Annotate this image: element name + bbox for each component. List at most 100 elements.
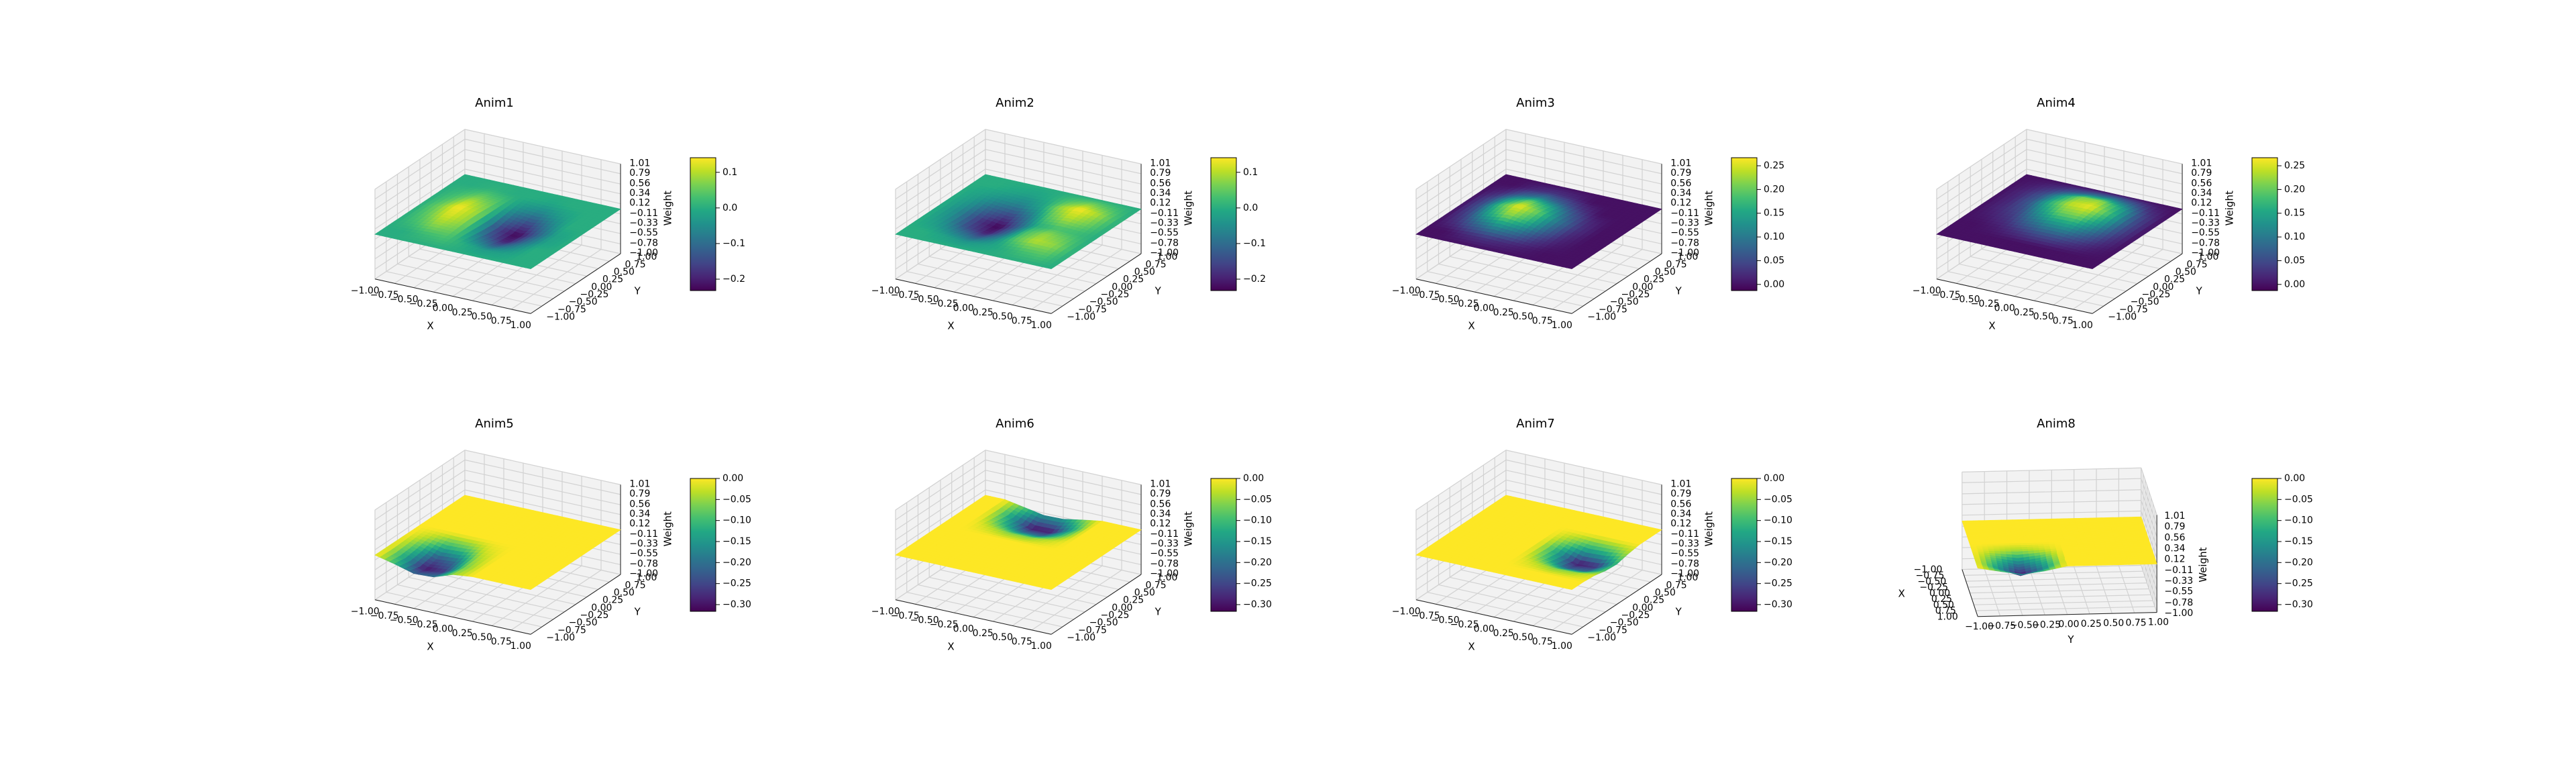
x-tick-label: 1.00 bbox=[1031, 320, 1052, 331]
x-axis-label: X bbox=[1468, 319, 1474, 332]
colorbar-tick-label: 0.1 bbox=[722, 167, 737, 178]
x-tick-label: 0.25 bbox=[2014, 307, 2035, 318]
colorbar-tick-label: 0.0 bbox=[1243, 203, 1258, 213]
z-tick-label: 1.01 bbox=[629, 478, 650, 489]
subplot: Anim5−1.00−0.75−0.50−0.250.000.250.500.7… bbox=[351, 417, 751, 652]
z-tick-label: 0.56 bbox=[1670, 178, 1691, 189]
colorbar-tick-label: 0.20 bbox=[1764, 184, 1784, 195]
x-tick-label: 0.00 bbox=[1474, 303, 1495, 313]
subplot-title: Anim4 bbox=[2037, 96, 2076, 110]
z-tick-label: −0.11 bbox=[1150, 208, 1179, 219]
y-tick-label: 0.50 bbox=[614, 267, 635, 278]
z-tick-label: 0.56 bbox=[629, 499, 650, 509]
y-axis-label: Y bbox=[1155, 285, 1162, 297]
x-tick-label: 1.00 bbox=[2072, 320, 2093, 331]
grid-line bbox=[386, 271, 542, 307]
grid-line bbox=[374, 138, 466, 200]
z-tick-label: −1.00 bbox=[629, 568, 658, 579]
colorbar-tick-label: 0.00 bbox=[1764, 279, 1784, 290]
colorbar-tick-label: 0.10 bbox=[2284, 232, 2305, 242]
z-tick-label: 1.01 bbox=[1150, 158, 1171, 168]
y-tick-label: 0.75 bbox=[625, 259, 646, 270]
grid-line bbox=[419, 248, 576, 285]
z-tick-label: 0.34 bbox=[629, 509, 650, 519]
x-tick-label: 0.25 bbox=[1493, 307, 1514, 318]
colorbar-tick-label: 0.25 bbox=[1764, 160, 1784, 171]
z-tick-label: −0.55 bbox=[629, 548, 658, 559]
colorbar-tick-label: −0.2 bbox=[722, 274, 745, 285]
x-tick-label: 0.50 bbox=[1513, 311, 1534, 322]
z-tick-label: 0.34 bbox=[1670, 188, 1691, 199]
grid-line bbox=[464, 168, 621, 205]
colorbar-tick-label: 0.1 bbox=[1243, 167, 1258, 178]
x-tick-label: −0.75 bbox=[370, 290, 399, 301]
z-tick-label: 0.34 bbox=[629, 188, 650, 199]
grid-line bbox=[374, 129, 466, 190]
colorbar-tick-label: −0.2 bbox=[1243, 274, 1266, 285]
grid-line bbox=[464, 129, 621, 164]
colorbar-tick-label: −0.1 bbox=[722, 238, 745, 249]
z-tick-label: 0.34 bbox=[2191, 188, 2212, 199]
z-tick-label: 1.01 bbox=[629, 158, 650, 168]
z-tick-label: −0.55 bbox=[1150, 227, 1179, 238]
z-tick-label: −0.55 bbox=[629, 227, 658, 238]
x-axis-label: X bbox=[427, 319, 433, 332]
colorbar-tick-label: 0.15 bbox=[2284, 208, 2305, 219]
x-tick-label: 0.00 bbox=[1994, 303, 2015, 313]
x-tick-label: 0.75 bbox=[2053, 316, 2074, 327]
colorbar bbox=[690, 157, 716, 291]
x-tick-label: 0.75 bbox=[491, 316, 512, 327]
z-tick-label: 0.79 bbox=[1670, 168, 1691, 179]
x-tick-label: 0.75 bbox=[1012, 316, 1032, 327]
z-axis-label: Weight bbox=[2224, 191, 2236, 225]
subplot: Anim4−1.00−0.75−0.50−0.250.000.250.500.7… bbox=[1913, 96, 2305, 332]
x-axis bbox=[374, 278, 531, 314]
z-tick-label: −0.11 bbox=[629, 529, 658, 540]
y-tick-label: −0.50 bbox=[569, 297, 598, 307]
y-tick-label: −1.00 bbox=[546, 311, 575, 322]
z-tick-label: −0.78 bbox=[1670, 238, 1699, 248]
x-tick-label: 1.00 bbox=[1552, 320, 1572, 331]
x-tick-label: 1.00 bbox=[511, 320, 531, 331]
z-tick-label: 0.79 bbox=[1150, 168, 1171, 179]
subplot-title: Anim3 bbox=[1516, 96, 1555, 110]
z-axis-label: Weight bbox=[662, 191, 674, 225]
x-tick-label: −0.25 bbox=[409, 299, 438, 309]
subplot-title: Anim1 bbox=[475, 96, 514, 110]
x-tick-label: 0.50 bbox=[472, 632, 492, 643]
x-tick-label: 0.00 bbox=[433, 623, 453, 634]
z-tick-label: −0.55 bbox=[2191, 227, 2220, 238]
z-tick-label: −0.78 bbox=[1150, 238, 1179, 248]
colorbar-tick-label: 0.0 bbox=[722, 203, 737, 213]
z-tick-label: 0.79 bbox=[2191, 168, 2212, 179]
z-tick-label: −1.00 bbox=[629, 248, 658, 258]
colorbar-tick-label: 0.20 bbox=[2284, 184, 2305, 195]
y-axis-label: Y bbox=[634, 606, 641, 618]
grid-line bbox=[374, 158, 466, 220]
z-tick-label: 0.12 bbox=[629, 198, 650, 209]
subplot: Anim2−1.00−0.75−0.50−0.250.000.250.500.7… bbox=[871, 96, 1266, 332]
z-tick-label: −0.11 bbox=[1670, 208, 1699, 219]
z-tick-label: 0.12 bbox=[1150, 198, 1171, 209]
y-axis-label: Y bbox=[1675, 285, 1682, 297]
z-tick-label: 1.01 bbox=[1670, 158, 1691, 168]
z-tick-label: −0.33 bbox=[1670, 218, 1699, 229]
z-tick-label: 0.56 bbox=[629, 178, 650, 189]
colorbar-tick-label: 0.00 bbox=[2284, 279, 2305, 290]
y-tick-label: −0.25 bbox=[580, 289, 609, 300]
grid-line bbox=[464, 149, 621, 185]
grid-line bbox=[374, 149, 466, 210]
z-tick-label: 0.12 bbox=[2191, 198, 2212, 209]
z-tick-label: −0.33 bbox=[629, 218, 658, 229]
colorbar bbox=[1731, 157, 1758, 291]
z-tick-label: 0.56 bbox=[2191, 178, 2212, 189]
y-axis-label: Y bbox=[634, 285, 641, 297]
z-tick-label: −0.11 bbox=[2191, 208, 2220, 219]
grid-line bbox=[374, 168, 466, 230]
colorbar-tick-label: 0.05 bbox=[1764, 255, 1784, 266]
grid-line bbox=[397, 263, 553, 299]
x-axis-label: X bbox=[1988, 319, 1995, 332]
grid-line bbox=[464, 158, 621, 195]
colorbar-tick-label: −0.1 bbox=[1243, 238, 1266, 249]
z-tick-label: 0.12 bbox=[1670, 198, 1691, 209]
